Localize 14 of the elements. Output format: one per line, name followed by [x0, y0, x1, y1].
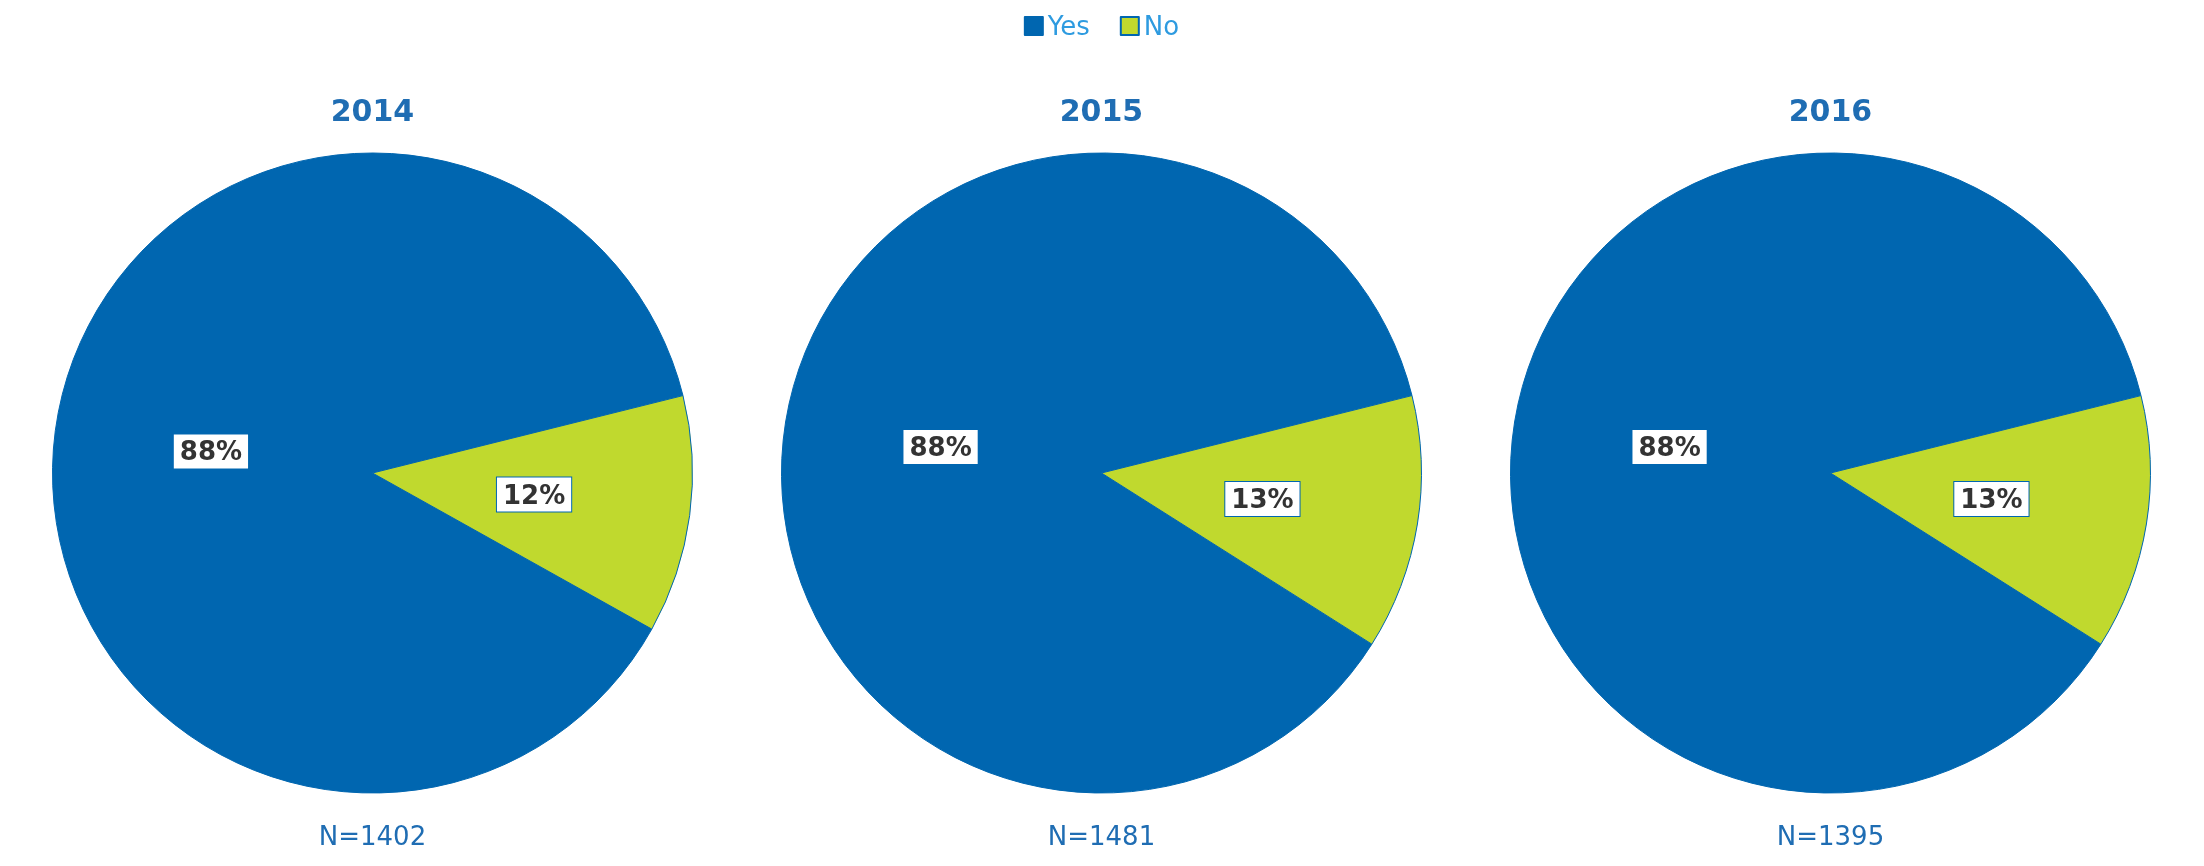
legend-label: No: [1143, 11, 1180, 41]
data-label: 13%: [1231, 483, 1294, 514]
data-label: 12%: [502, 479, 566, 510]
text: 2015: [1059, 92, 1144, 128]
text: N=1481: [1047, 821, 1156, 851]
text: N=1402: [318, 821, 427, 851]
text: N=1395: [1776, 821, 1885, 851]
data-label: 88%: [179, 436, 243, 467]
chart-title: 2014: [330, 92, 415, 128]
chart-title: 2016: [1788, 92, 1873, 128]
legend-label: Yes: [1046, 11, 1090, 41]
data-label: 13%: [1960, 483, 2023, 514]
data-label: 88%: [909, 432, 972, 463]
data-label: 88%: [1638, 432, 1701, 463]
